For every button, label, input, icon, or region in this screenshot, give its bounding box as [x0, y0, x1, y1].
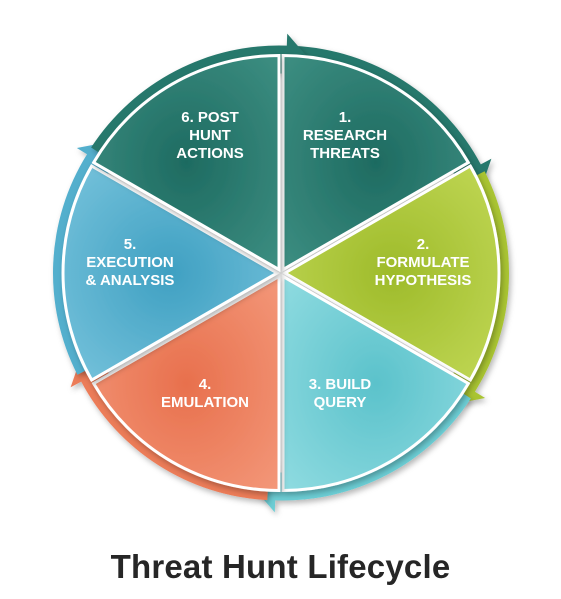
segment-2-label-line-3: HYPOTHESIS: [375, 272, 472, 289]
segment-5-label-line-2: EXECUTION: [86, 254, 174, 271]
cycle-segment-4: [91, 273, 281, 492]
cycle-segment-6: [91, 54, 281, 273]
segment-3-label-line-1: 3. BUILD: [309, 376, 372, 393]
segment-6-label-line-3: ACTIONS: [176, 145, 244, 162]
segment-1-label-line-3: THREATS: [310, 145, 380, 162]
cycle-segment-5: [61, 163, 280, 383]
segment-4-label-line-2: EMULATION: [161, 394, 249, 411]
segment-6-label-line-1: 6. POST: [181, 109, 239, 126]
cycle-segment-3: [281, 273, 471, 492]
segment-6-label-line-2: HUNT: [189, 127, 231, 144]
diagram-title: Threat Hunt Lifecycle: [110, 548, 451, 585]
segment-5-label-line-3: & ANALYSIS: [86, 272, 175, 289]
segment-2-label-line-2: FORMULATE: [376, 254, 469, 271]
segment-3-label-line-2: QUERY: [314, 394, 367, 411]
segment-4-label-line-1: 4.: [199, 376, 212, 393]
cycle-segment-2: [282, 163, 501, 383]
segment-5-label-line-1: 5.: [124, 236, 137, 253]
cycle-segment-1: [281, 54, 471, 273]
segment-1-label-line-1: 1.: [339, 109, 352, 126]
segment-1-label-line-2: RESEARCH: [303, 127, 387, 144]
segment-2-label-line-1: 2.: [417, 236, 430, 253]
